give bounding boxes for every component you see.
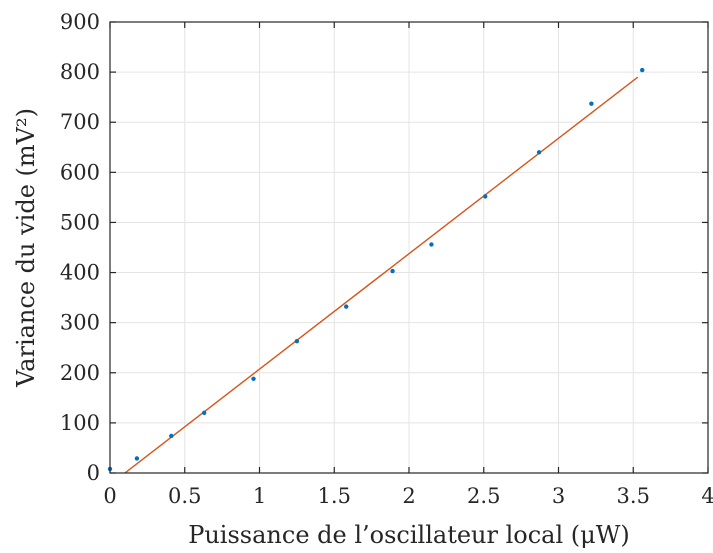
data-point: [640, 67, 645, 73]
data-point: [294, 339, 300, 344]
y-tick-label: 0: [87, 461, 100, 485]
y-axis-title: Variance du vide (mV²): [12, 108, 40, 388]
y-tick-label: 900: [60, 10, 100, 34]
data-point: [536, 150, 542, 155]
x-tick-label: 0: [103, 484, 116, 508]
data-point: [429, 242, 434, 247]
data-point: [169, 433, 174, 439]
fit-line: [124, 76, 639, 474]
x-tick-label: 1.5: [318, 484, 351, 508]
data-point: [589, 101, 594, 106]
x-tick-label: 3.5: [617, 484, 650, 508]
data-point: [201, 410, 207, 416]
x-axis-title: Puissance de l’oscillateur local (μW): [188, 521, 630, 549]
y-tick-label: 700: [60, 110, 100, 134]
data-point: [390, 268, 395, 274]
y-tick-label: 100: [60, 411, 100, 435]
y-tick-label: 800: [60, 60, 100, 84]
x-tick-label: 3: [552, 484, 565, 508]
data-point: [344, 304, 349, 309]
fit-line-group: [124, 76, 639, 474]
data-points: [107, 67, 645, 472]
x-tick-label: 0.5: [168, 484, 201, 508]
data-point: [251, 376, 256, 381]
y-tick-label: 300: [60, 311, 100, 335]
x-tick-label: 4: [701, 484, 713, 508]
y-tick-label: 400: [60, 261, 100, 285]
y-tick-labels: 0 100 200 300 400 500 600 700 800 900: [60, 10, 100, 485]
y-tick-label: 600: [60, 160, 100, 184]
data-point: [483, 194, 488, 199]
y-tick-label: 200: [60, 361, 100, 385]
x-tick-label: 2.5: [467, 484, 500, 508]
x-tick-label: 1: [253, 484, 266, 508]
data-point: [134, 456, 140, 461]
x-grid: [109, 22, 709, 473]
plot-frame: [109, 21, 709, 474]
x-tick-label: 2: [402, 484, 415, 508]
y-tick-label: 500: [60, 210, 100, 234]
x-tick-labels: 0 0.5 1 1.5 2 2.5 3 3.5 4: [103, 484, 713, 508]
